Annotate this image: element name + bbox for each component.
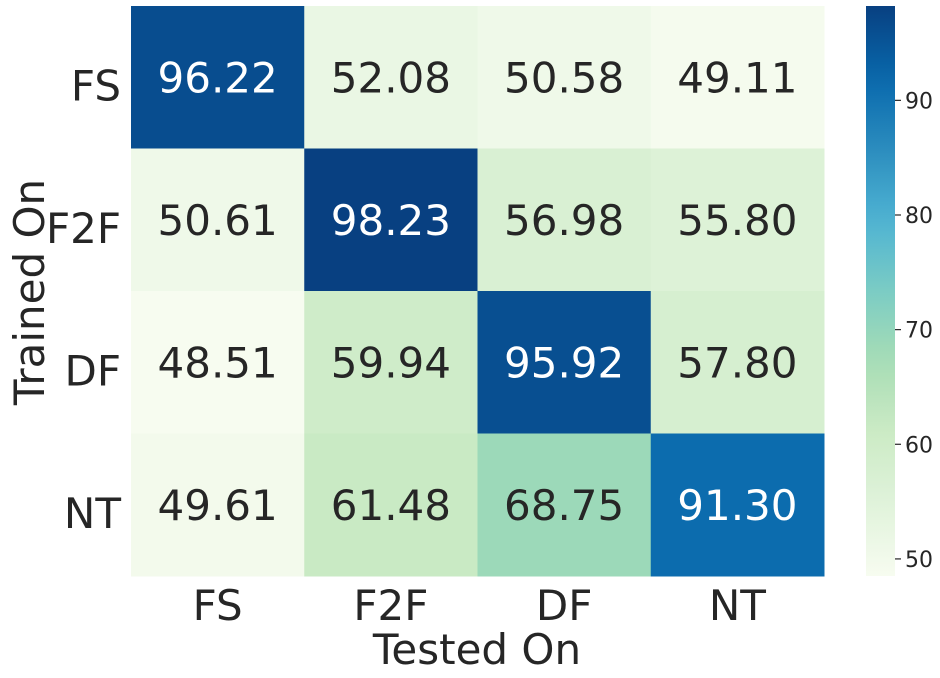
cell-value-label: 49.11 [677, 53, 797, 102]
heatmap-cell [131, 6, 305, 149]
x-tick-label: DF [536, 581, 593, 630]
heatmap-cell [304, 148, 478, 292]
cell-value-label: 48.51 [158, 338, 278, 387]
y-axis-label: Trained On [5, 179, 54, 406]
heatmap-cell [304, 6, 478, 149]
cell-value-label: 59.94 [331, 338, 451, 387]
heatmap-cell [477, 6, 652, 149]
colorbar: 50 60 70 80 90 [866, 6, 933, 576]
heatmap-cell [304, 291, 478, 434]
cell-value-label: 68.75 [504, 481, 624, 530]
heatmap-cell [477, 433, 652, 577]
x-tick-label: F2F [353, 581, 428, 630]
heatmap-cell [650, 291, 825, 434]
x-tick-label: NT [709, 581, 766, 630]
cell-value-label: 50.61 [158, 196, 278, 245]
cell-value-label: 61.48 [331, 481, 451, 530]
colorbar-ticks: 50 60 70 80 90 [895, 89, 933, 573]
cell-value-label: 95.92 [504, 338, 624, 387]
cell-value-label: 56.98 [504, 196, 624, 245]
colorbar-tick-label: 50 [905, 548, 933, 573]
cell-value-label: 55.80 [677, 196, 797, 245]
heatmap-cells [131, 6, 825, 577]
colorbar-tick-label: 70 [905, 319, 933, 344]
cell-value-labels: 96.22 52.08 50.58 49.11 50.61 98.23 56.98 55.80… [158, 53, 798, 530]
heatmap-cell [650, 6, 825, 149]
x-tick-label: FS [193, 581, 243, 630]
heatmap-cell [304, 433, 478, 577]
colorbar-tick-label: 60 [905, 433, 933, 458]
x-axis-label: Tested On [372, 625, 581, 674]
x-axis-tick-labels: FS F2F DF NT [193, 581, 767, 630]
cell-value-label: 57.80 [677, 338, 797, 387]
colorbar-gradient [866, 6, 895, 576]
heatmap-cell [131, 433, 305, 577]
y-tick-label: DF [65, 346, 122, 395]
y-axis-tick-labels: FS F2F DF NT [46, 61, 121, 538]
heatmap-cell [477, 148, 652, 292]
y-tick-label: F2F [46, 204, 121, 253]
y-tick-label: NT [64, 489, 121, 538]
heatmap-cell [131, 291, 305, 434]
colorbar-tick-label: 90 [905, 89, 933, 114]
cell-value-label: 96.22 [158, 53, 278, 102]
cell-value-label: 91.30 [677, 481, 797, 530]
cell-value-label: 52.08 [331, 53, 451, 102]
y-tick-label: FS [71, 61, 121, 110]
heatmap-cell [477, 291, 652, 434]
colorbar-tick-label: 80 [905, 204, 933, 229]
cell-value-label: 49.61 [158, 481, 278, 530]
cell-value-label: 50.58 [504, 53, 624, 102]
heatmap-cell [650, 433, 825, 577]
cell-value-label: 98.23 [331, 196, 451, 245]
heatmap-cell [650, 148, 825, 292]
heatmap-cell [131, 148, 305, 292]
